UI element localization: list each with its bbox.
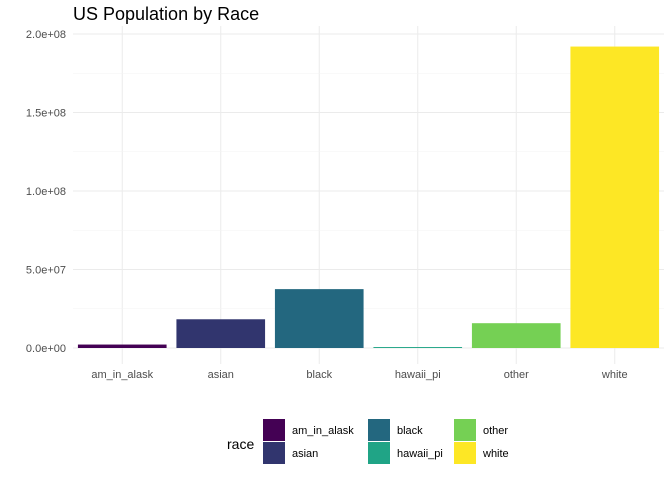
legend-key-am_in_alask bbox=[263, 419, 285, 441]
legend-label: black bbox=[397, 425, 423, 437]
x-tick-label: white bbox=[601, 369, 628, 381]
bars bbox=[77, 46, 660, 349]
legend-key-hawaii_pi bbox=[368, 442, 390, 464]
bar-other bbox=[471, 323, 561, 348]
x-tick-label: hawaii_pi bbox=[395, 369, 441, 381]
bar-black bbox=[274, 289, 364, 348]
legend-key-asian bbox=[263, 442, 285, 464]
legend-title: race bbox=[227, 436, 254, 452]
bar-hawaii_pi bbox=[373, 347, 463, 348]
legend-label: am_in_alask bbox=[292, 425, 354, 437]
y-tick-label: 1.5e+08 bbox=[26, 108, 66, 120]
legend-key-other bbox=[454, 419, 476, 441]
legend-label: other bbox=[483, 425, 508, 437]
x-tick-label: asian bbox=[208, 369, 234, 381]
y-axis-ticks: 0.0e+00 5.0e+07 1.0e+08 1.5e+08 2.0e+08 bbox=[26, 29, 66, 355]
chart-title: US Population by Race bbox=[73, 4, 259, 24]
legend-key-black bbox=[368, 419, 390, 441]
x-axis-ticks: am_in_alask asian black hawaii_pi other white bbox=[91, 369, 627, 381]
y-tick-label: 1.0e+08 bbox=[26, 186, 66, 198]
y-tick-label: 0.0e+00 bbox=[26, 343, 66, 355]
legend-label: asian bbox=[292, 448, 318, 460]
bar-asian bbox=[176, 319, 266, 348]
bar-white bbox=[570, 46, 660, 349]
bar-am_in_alask bbox=[77, 344, 167, 348]
y-tick-label: 2.0e+08 bbox=[26, 29, 66, 41]
x-tick-label: black bbox=[306, 369, 332, 381]
legend-label: white bbox=[482, 448, 509, 460]
legend-label: hawaii_pi bbox=[397, 448, 443, 460]
legend-key-white bbox=[454, 442, 476, 464]
x-tick-label: other bbox=[504, 369, 529, 381]
x-tick-label: am_in_alask bbox=[91, 369, 153, 381]
y-tick-label: 5.0e+07 bbox=[26, 265, 66, 277]
